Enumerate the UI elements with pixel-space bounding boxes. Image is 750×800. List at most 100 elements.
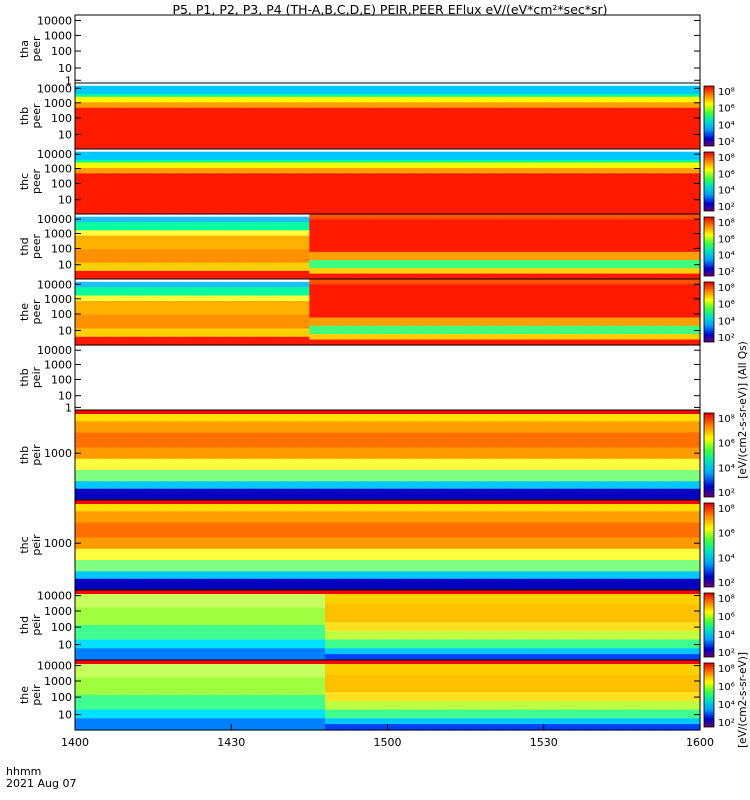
heatmap-cell	[528, 295, 545, 299]
heatmap-cell	[403, 466, 420, 471]
heatmap-cell	[106, 110, 123, 114]
heatmap-cell	[512, 243, 529, 248]
heatmap-cell	[262, 298, 279, 302]
heatmap-cell	[137, 260, 154, 264]
heatmap-cell	[637, 205, 654, 210]
heatmap-cell	[184, 159, 201, 164]
heatmap-cell	[121, 205, 139, 210]
heatmap-cell	[137, 428, 154, 434]
heatmap-cell	[543, 149, 560, 153]
heatmap-cell	[606, 295, 623, 299]
heatmap-cell	[137, 132, 154, 136]
heatmap-cell	[293, 262, 310, 267]
heatmap-cell	[450, 290, 467, 294]
heatmap-cell	[262, 339, 279, 343]
heatmap-cell	[668, 91, 685, 95]
heatmap-cell	[325, 173, 342, 177]
heatmap-cell	[90, 227, 107, 231]
heatmap-cell	[418, 124, 435, 128]
heatmap-cell	[496, 243, 514, 248]
heatmap-cell	[481, 295, 498, 299]
heatmap-cell	[575, 105, 592, 109]
heatmap-cell	[75, 238, 92, 242]
heatmap-cell	[200, 186, 217, 191]
heatmap-cell	[121, 203, 139, 207]
heatmap-cell	[231, 165, 248, 169]
heatmap-cell	[293, 105, 310, 109]
heatmap-cell	[450, 214, 467, 218]
heatmap-cell	[465, 151, 482, 156]
heatmap-cell	[106, 541, 123, 546]
heatmap-cell	[153, 181, 170, 185]
y-tick-label: 10	[58, 194, 72, 207]
heatmap-cell	[168, 189, 185, 193]
heatmap-cell	[559, 241, 576, 245]
heatmap-cell	[75, 88, 92, 92]
heatmap-cell	[450, 105, 467, 109]
heatmap-cell	[184, 208, 201, 212]
heatmap-cell	[668, 323, 685, 327]
heatmap-cell	[340, 428, 357, 434]
heatmap-cell	[293, 129, 310, 134]
heatmap-cell	[465, 159, 482, 164]
heatmap-cell	[653, 276, 670, 280]
heatmap-cell	[590, 249, 607, 253]
heatmap-cell	[450, 249, 467, 253]
heatmap-cell	[262, 214, 279, 218]
heatmap-cell	[621, 458, 639, 464]
heatmap-cell	[106, 339, 123, 343]
heatmap-cell	[184, 462, 201, 467]
heatmap-cell	[371, 317, 389, 321]
heatmap-cell	[528, 116, 545, 120]
heatmap-cell	[481, 488, 498, 494]
heatmap-cell	[403, 470, 420, 475]
heatmap-cell	[371, 85, 389, 90]
heatmap-cell	[653, 235, 670, 239]
heatmap-cell	[121, 447, 139, 452]
heatmap-cell	[356, 268, 373, 272]
heatmap-cell	[543, 485, 560, 490]
heatmap-cell	[528, 165, 545, 169]
heatmap-cell	[278, 303, 295, 308]
heatmap-cell	[653, 140, 670, 145]
heatmap-cell	[293, 113, 310, 117]
heatmap-cell	[606, 257, 623, 261]
heatmap-cell	[512, 232, 529, 237]
heatmap-cell	[434, 181, 451, 185]
heatmap-cell	[403, 325, 420, 330]
heatmap-cell	[684, 192, 701, 196]
heatmap-cell	[325, 167, 342, 172]
heatmap-cell	[418, 421, 435, 426]
heatmap-cell	[512, 124, 529, 128]
heatmap-cell	[246, 458, 264, 464]
heatmap-cell	[418, 205, 435, 210]
heatmap-cell	[153, 303, 170, 308]
heatmap-cell	[200, 162, 217, 166]
heatmap-cell	[168, 331, 185, 335]
heatmap-cell	[575, 197, 592, 202]
heatmap-cell	[137, 481, 154, 486]
heatmap-cell	[153, 116, 170, 120]
heatmap-cell	[106, 260, 123, 264]
heatmap-cell	[637, 232, 654, 237]
heatmap-cell	[668, 303, 685, 308]
heatmap-cell	[309, 214, 326, 218]
heatmap-cell	[450, 440, 467, 445]
heatmap-cell	[293, 230, 310, 234]
heatmap-cell	[153, 99, 170, 103]
heatmap-cell	[215, 165, 232, 169]
heatmap-cell	[450, 127, 467, 131]
heatmap-cell	[121, 184, 139, 188]
heatmap-cell	[496, 232, 514, 237]
heatmap-cell	[325, 262, 342, 267]
heatmap-cell	[121, 270, 139, 275]
heatmap-cell	[293, 96, 310, 101]
heatmap-cell	[637, 129, 654, 134]
heatmap-cell	[450, 143, 467, 147]
heatmap-cell	[653, 290, 670, 294]
heatmap-cell	[200, 165, 217, 169]
heatmap-cell	[559, 110, 576, 114]
heatmap-cell	[668, 298, 685, 302]
heatmap-cell	[575, 481, 592, 486]
heatmap-cell	[668, 83, 685, 87]
